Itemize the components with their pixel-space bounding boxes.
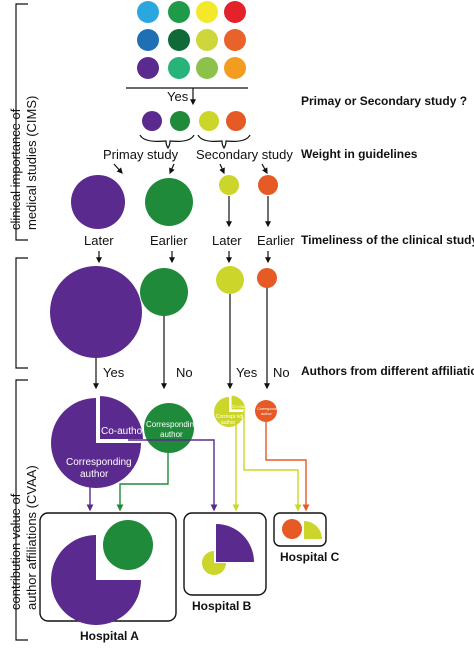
coauthor-label: Co-author bbox=[101, 426, 146, 437]
green-dot bbox=[170, 111, 190, 131]
hospital-b-purple-share bbox=[216, 524, 254, 562]
purple-weight-circle bbox=[71, 175, 125, 229]
palette-dot bbox=[168, 29, 190, 51]
yellow-to-hospital-c bbox=[243, 410, 302, 512]
palette-dot bbox=[224, 57, 246, 79]
secondary-study-label: Secondary study bbox=[196, 147, 293, 162]
no-label-2: No bbox=[273, 365, 290, 380]
hospital-b-yellow-share bbox=[202, 551, 226, 575]
earlier-label-2: Earlier bbox=[257, 233, 295, 248]
yes-top-label: Yes bbox=[167, 89, 189, 104]
palette-dot bbox=[137, 1, 159, 23]
palette-dot bbox=[137, 57, 159, 79]
hospital-c-yellow-share bbox=[304, 521, 322, 539]
yellow-weight-circle bbox=[219, 175, 239, 195]
purple-coauthor-sector bbox=[98, 393, 146, 441]
orange-corresponding-line2: author bbox=[261, 412, 273, 416]
green-to-hospital-a bbox=[116, 453, 169, 512]
green-corresponding-line1: Corresponding bbox=[146, 420, 198, 429]
cvaa-label-line1: contribution value of bbox=[8, 493, 23, 610]
later-label-2: Later bbox=[212, 233, 242, 248]
hospital-a-green-share bbox=[103, 520, 153, 570]
palette-dot bbox=[224, 29, 246, 51]
yellow-dot bbox=[199, 111, 219, 131]
primary-study-label: Primay study bbox=[103, 147, 179, 162]
hospital-b-label: Hospital B bbox=[192, 599, 252, 613]
green-weight-circle bbox=[145, 178, 193, 226]
purple-dot bbox=[142, 111, 162, 131]
palette-dot bbox=[168, 1, 190, 23]
question-timeliness: Timeliness of the clinical study bbox=[301, 233, 474, 247]
secondary-brace bbox=[197, 134, 251, 150]
palette-dot bbox=[196, 57, 218, 79]
corresponding-label-line1: Corresponding bbox=[66, 457, 132, 468]
palette-dot bbox=[196, 1, 218, 23]
palette-dot bbox=[168, 57, 190, 79]
purple-timeliness-circle bbox=[50, 266, 142, 358]
palette-dot bbox=[196, 29, 218, 51]
yellow-coauthor-sector bbox=[230, 394, 247, 411]
palette-dot bbox=[224, 1, 246, 23]
question-affiliations: Authors from different affiliations? bbox=[301, 364, 474, 378]
later-label-1: Later bbox=[84, 233, 114, 248]
color-palette-grid bbox=[137, 1, 246, 79]
no-label-1: No bbox=[176, 365, 193, 380]
hospital-c-orange-share bbox=[282, 519, 302, 539]
orange-to-hospital-c bbox=[265, 422, 310, 512]
yellow-corresponding-line2: author bbox=[221, 420, 236, 426]
side-brackets bbox=[15, 3, 28, 641]
orange-weight-circle bbox=[258, 175, 278, 195]
question-weight: Weight in guidelines bbox=[301, 147, 418, 161]
orange-affiliation-circle bbox=[255, 400, 277, 422]
orange-timeliness-circle bbox=[257, 268, 277, 288]
green-timeliness-circle bbox=[140, 268, 188, 316]
hospital-a-label: Hospital A bbox=[80, 629, 139, 643]
purple-corresponding-sector bbox=[51, 398, 141, 488]
hospital-a-purple-share bbox=[51, 535, 141, 625]
cims-label-line1: clinical importance of bbox=[8, 108, 23, 230]
earlier-label-1: Earlier bbox=[150, 233, 188, 248]
cvaa-label-line2: author affiliations (CVAA) bbox=[24, 465, 39, 610]
question-primary-secondary: Primay or Secondary study ? bbox=[301, 94, 467, 108]
cims-label-line2: medical studies (CIMS) bbox=[24, 96, 39, 230]
yes-label-1: Yes bbox=[103, 365, 125, 380]
yes-label-2: Yes bbox=[236, 365, 258, 380]
primary-brace bbox=[139, 134, 195, 150]
green-corresponding-line2: author bbox=[160, 430, 183, 439]
yellow-coauthor-label: Co-author bbox=[232, 404, 253, 409]
orange-dot bbox=[226, 111, 246, 131]
yellow-corresponding-line1: Corresponding bbox=[216, 414, 249, 420]
hospital-c-label: Hospital C bbox=[280, 550, 340, 564]
palette-dot bbox=[137, 29, 159, 51]
corresponding-label-line2: author bbox=[80, 469, 109, 480]
coauthor-to-hospital-b bbox=[128, 439, 218, 512]
orange-corresponding-line1: Corresponding bbox=[257, 407, 282, 411]
yellow-timeliness-circle bbox=[216, 266, 244, 294]
